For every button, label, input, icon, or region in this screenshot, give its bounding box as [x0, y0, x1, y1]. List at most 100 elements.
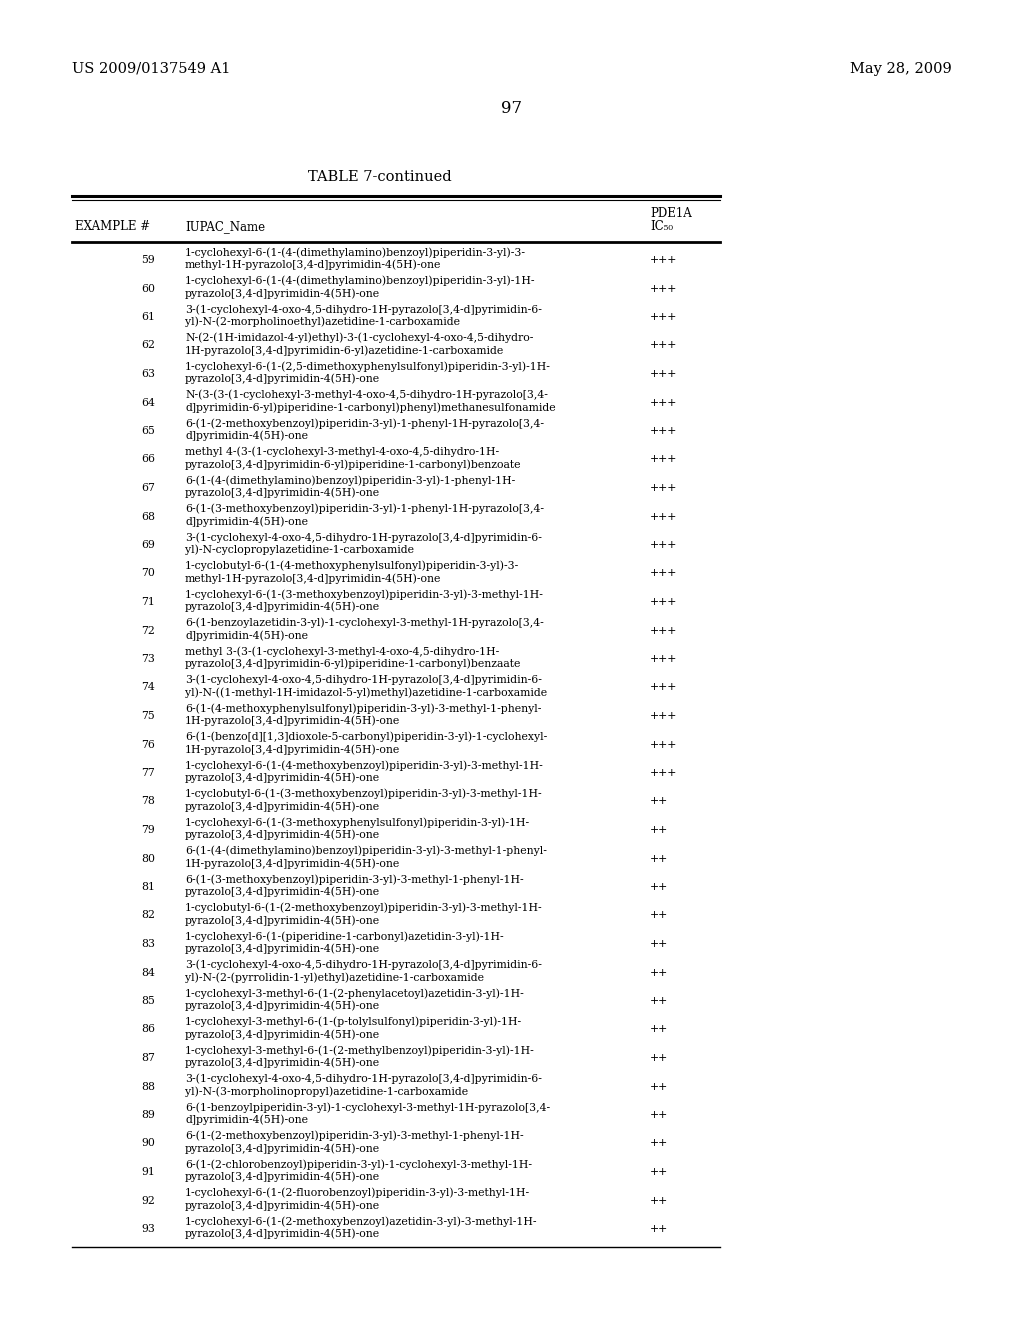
- Text: 6-(1-(2-methoxybenzoyl)piperidin-3-yl)-1-phenyl-1H-pyrazolo[3,4-: 6-(1-(2-methoxybenzoyl)piperidin-3-yl)-1…: [185, 418, 544, 429]
- Text: pyrazolo[3,4-d]pyrimidin-4(5H)-one: pyrazolo[3,4-d]pyrimidin-4(5H)-one: [185, 829, 380, 840]
- Text: N-(3-(3-(1-cyclohexyl-3-methyl-4-oxo-4,5-dihydro-1H-pyrazolo[3,4-: N-(3-(3-(1-cyclohexyl-3-methyl-4-oxo-4,5…: [185, 389, 548, 400]
- Text: US 2009/0137549 A1: US 2009/0137549 A1: [72, 62, 230, 77]
- Text: 3-(1-cyclohexyl-4-oxo-4,5-dihydro-1H-pyrazolo[3,4-d]pyrimidin-6-: 3-(1-cyclohexyl-4-oxo-4,5-dihydro-1H-pyr…: [185, 960, 542, 970]
- Text: 6-(1-benzoylpiperidin-3-yl)-1-cyclohexyl-3-methyl-1H-pyrazolo[3,4-: 6-(1-benzoylpiperidin-3-yl)-1-cyclohexyl…: [185, 1102, 550, 1113]
- Text: 1-cyclobutyl-6-(1-(2-methoxybenzoyl)piperidin-3-yl)-3-methyl-1H-: 1-cyclobutyl-6-(1-(2-methoxybenzoyl)pipe…: [185, 903, 543, 913]
- Text: d]pyrimidin-6-yl)piperidine-1-carbonyl)phenyl)methanesulfonamide: d]pyrimidin-6-yl)piperidine-1-carbonyl)p…: [185, 403, 556, 413]
- Text: 1H-pyrazolo[3,4-d]pyrimidin-6-yl)azetidine-1-carboxamide: 1H-pyrazolo[3,4-d]pyrimidin-6-yl)azetidi…: [185, 345, 504, 355]
- Text: TABLE 7-continued: TABLE 7-continued: [308, 170, 452, 183]
- Text: PDE1A: PDE1A: [650, 207, 692, 220]
- Text: ++: ++: [650, 1167, 669, 1177]
- Text: 1-cyclohexyl-6-(1-(piperidine-1-carbonyl)azetidin-3-yl)-1H-: 1-cyclohexyl-6-(1-(piperidine-1-carbonyl…: [185, 931, 505, 941]
- Text: +++: +++: [650, 483, 677, 492]
- Text: pyrazolo[3,4-d]pyrimidin-4(5H)-one: pyrazolo[3,4-d]pyrimidin-4(5H)-one: [185, 801, 380, 812]
- Text: 68: 68: [141, 511, 155, 521]
- Text: IUPAC_Name: IUPAC_Name: [185, 220, 265, 234]
- Text: N-(2-(1H-imidazol-4-yl)ethyl)-3-(1-cyclohexyl-4-oxo-4,5-dihydro-: N-(2-(1H-imidazol-4-yl)ethyl)-3-(1-cyclo…: [185, 333, 534, 343]
- Text: methyl-1H-pyrazolo[3,4-d]pyrimidin-4(5H)-one: methyl-1H-pyrazolo[3,4-d]pyrimidin-4(5H)…: [185, 260, 441, 271]
- Text: +++: +++: [650, 454, 677, 465]
- Text: 6-(1-(4-(dimethylamino)benzoyl)piperidin-3-yl)-3-methyl-1-phenyl-: 6-(1-(4-(dimethylamino)benzoyl)piperidin…: [185, 846, 547, 857]
- Text: EXAMPLE #: EXAMPLE #: [75, 220, 151, 234]
- Text: 6-(1-(4-methoxyphenylsulfonyl)piperidin-3-yl)-3-methyl-1-phenyl-: 6-(1-(4-methoxyphenylsulfonyl)piperidin-…: [185, 704, 542, 714]
- Text: 3-(1-cyclohexyl-4-oxo-4,5-dihydro-1H-pyrazolo[3,4-d]pyrimidin-6-: 3-(1-cyclohexyl-4-oxo-4,5-dihydro-1H-pyr…: [185, 304, 542, 314]
- Text: yl)-N-((1-methyl-1H-imidazol-5-yl)methyl)azetidine-1-carboxamide: yl)-N-((1-methyl-1H-imidazol-5-yl)methyl…: [185, 686, 547, 697]
- Text: ++: ++: [650, 796, 669, 807]
- Text: yl)-N-(2-morpholinoethyl)azetidine-1-carboxamide: yl)-N-(2-morpholinoethyl)azetidine-1-car…: [185, 317, 460, 327]
- Text: +++: +++: [650, 397, 677, 408]
- Text: 3-(1-cyclohexyl-4-oxo-4,5-dihydro-1H-pyrazolo[3,4-d]pyrimidin-6-: 3-(1-cyclohexyl-4-oxo-4,5-dihydro-1H-pyr…: [185, 675, 542, 685]
- Text: methyl-1H-pyrazolo[3,4-d]pyrimidin-4(5H)-one: methyl-1H-pyrazolo[3,4-d]pyrimidin-4(5H)…: [185, 573, 441, 583]
- Text: 77: 77: [141, 768, 155, 777]
- Text: ++: ++: [650, 1024, 669, 1035]
- Text: 63: 63: [141, 370, 155, 379]
- Text: 64: 64: [141, 397, 155, 408]
- Text: ++: ++: [650, 1224, 669, 1234]
- Text: +++: +++: [650, 597, 677, 607]
- Text: 6-(1-(4-(dimethylamino)benzoyl)piperidin-3-yl)-1-phenyl-1H-: 6-(1-(4-(dimethylamino)benzoyl)piperidin…: [185, 475, 515, 486]
- Text: 1-cyclobutyl-6-(1-(3-methoxybenzoyl)piperidin-3-yl)-3-methyl-1H-: 1-cyclobutyl-6-(1-(3-methoxybenzoyl)pipe…: [185, 788, 543, 799]
- Text: 71: 71: [141, 597, 155, 607]
- Text: 60: 60: [141, 284, 155, 293]
- Text: 65: 65: [141, 426, 155, 436]
- Text: 1-cyclohexyl-6-(1-(2,5-dimethoxyphenylsulfonyl)piperidin-3-yl)-1H-: 1-cyclohexyl-6-(1-(2,5-dimethoxyphenylsu…: [185, 360, 551, 371]
- Text: 91: 91: [141, 1167, 155, 1177]
- Text: yl)-N-(2-(pyrrolidin-1-yl)ethyl)azetidine-1-carboxamide: yl)-N-(2-(pyrrolidin-1-yl)ethyl)azetidin…: [185, 972, 484, 982]
- Text: 1-cyclohexyl-6-(1-(3-methoxybenzoyl)piperidin-3-yl)-3-methyl-1H-: 1-cyclohexyl-6-(1-(3-methoxybenzoyl)pipe…: [185, 589, 544, 599]
- Text: pyrazolo[3,4-d]pyrimidin-4(5H)-one: pyrazolo[3,4-d]pyrimidin-4(5H)-one: [185, 944, 380, 954]
- Text: +++: +++: [650, 626, 677, 635]
- Text: +++: +++: [650, 511, 677, 521]
- Text: +++: +++: [650, 426, 677, 436]
- Text: pyrazolo[3,4-d]pyrimidin-4(5H)-one: pyrazolo[3,4-d]pyrimidin-4(5H)-one: [185, 887, 380, 898]
- Text: +++: +++: [650, 682, 677, 693]
- Text: 92: 92: [141, 1196, 155, 1205]
- Text: ++: ++: [650, 1053, 669, 1063]
- Text: IC₅₀: IC₅₀: [650, 220, 673, 234]
- Text: pyrazolo[3,4-d]pyrimidin-6-yl)piperidine-1-carbonyl)benzaate: pyrazolo[3,4-d]pyrimidin-6-yl)piperidine…: [185, 659, 521, 669]
- Text: 6-(1-(3-methoxybenzoyl)piperidin-3-yl)-1-phenyl-1H-pyrazolo[3,4-: 6-(1-(3-methoxybenzoyl)piperidin-3-yl)-1…: [185, 503, 544, 513]
- Text: pyrazolo[3,4-d]pyrimidin-4(5H)-one: pyrazolo[3,4-d]pyrimidin-4(5H)-one: [185, 915, 380, 925]
- Text: ++: ++: [650, 911, 669, 920]
- Text: 90: 90: [141, 1138, 155, 1148]
- Text: pyrazolo[3,4-d]pyrimidin-4(5H)-one: pyrazolo[3,4-d]pyrimidin-4(5H)-one: [185, 1030, 380, 1040]
- Text: pyrazolo[3,4-d]pyrimidin-4(5H)-one: pyrazolo[3,4-d]pyrimidin-4(5H)-one: [185, 602, 380, 612]
- Text: 1-cyclohexyl-6-(1-(4-(dimethylamino)benzoyl)piperidin-3-yl)-3-: 1-cyclohexyl-6-(1-(4-(dimethylamino)benz…: [185, 247, 526, 257]
- Text: 70: 70: [141, 569, 155, 578]
- Text: 1-cyclohexyl-3-methyl-6-(1-(2-phenylacetoyl)azetidin-3-yl)-1H-: 1-cyclohexyl-3-methyl-6-(1-(2-phenylacet…: [185, 987, 524, 998]
- Text: 83: 83: [141, 939, 155, 949]
- Text: +++: +++: [650, 768, 677, 777]
- Text: 87: 87: [141, 1053, 155, 1063]
- Text: 1-cyclohexyl-6-(1-(4-(dimethylamino)benzoyl)piperidin-3-yl)-1H-: 1-cyclohexyl-6-(1-(4-(dimethylamino)benz…: [185, 276, 536, 286]
- Text: ++: ++: [650, 882, 669, 892]
- Text: ++: ++: [650, 854, 669, 863]
- Text: 86: 86: [141, 1024, 155, 1035]
- Text: yl)-N-cyclopropylazetidine-1-carboxamide: yl)-N-cyclopropylazetidine-1-carboxamide: [185, 544, 414, 556]
- Text: 76: 76: [141, 739, 155, 750]
- Text: ++: ++: [650, 1081, 669, 1092]
- Text: 93: 93: [141, 1224, 155, 1234]
- Text: 85: 85: [141, 997, 155, 1006]
- Text: +++: +++: [650, 569, 677, 578]
- Text: pyrazolo[3,4-d]pyrimidin-4(5H)-one: pyrazolo[3,4-d]pyrimidin-4(5H)-one: [185, 1057, 380, 1068]
- Text: 89: 89: [141, 1110, 155, 1119]
- Text: ++: ++: [650, 1196, 669, 1205]
- Text: 1H-pyrazolo[3,4-d]pyrimidin-4(5H)-one: 1H-pyrazolo[3,4-d]pyrimidin-4(5H)-one: [185, 744, 400, 755]
- Text: 1-cyclohexyl-3-methyl-6-(1-(p-tolylsulfonyl)piperidin-3-yl)-1H-: 1-cyclohexyl-3-methyl-6-(1-(p-tolylsulfo…: [185, 1016, 522, 1027]
- Text: 6-(1-benzoylazetidin-3-yl)-1-cyclohexyl-3-methyl-1H-pyrazolo[3,4-: 6-(1-benzoylazetidin-3-yl)-1-cyclohexyl-…: [185, 618, 544, 628]
- Text: methyl 4-(3-(1-cyclohexyl-3-methyl-4-oxo-4,5-dihydro-1H-: methyl 4-(3-(1-cyclohexyl-3-methyl-4-oxo…: [185, 446, 499, 457]
- Text: 6-(1-(benzo[d][1,3]dioxole-5-carbonyl)piperidin-3-yl)-1-cyclohexyl-: 6-(1-(benzo[d][1,3]dioxole-5-carbonyl)pi…: [185, 731, 547, 742]
- Text: 81: 81: [141, 882, 155, 892]
- Text: ++: ++: [650, 825, 669, 836]
- Text: ++: ++: [650, 1138, 669, 1148]
- Text: 1-cyclohexyl-6-(1-(2-methoxybenzoyl)azetidin-3-yl)-3-methyl-1H-: 1-cyclohexyl-6-(1-(2-methoxybenzoyl)azet…: [185, 1216, 538, 1226]
- Text: 1-cyclohexyl-6-(1-(4-methoxybenzoyl)piperidin-3-yl)-3-methyl-1H-: 1-cyclohexyl-6-(1-(4-methoxybenzoyl)pipe…: [185, 760, 544, 771]
- Text: 1-cyclohexyl-6-(1-(2-fluorobenzoyl)piperidin-3-yl)-3-methyl-1H-: 1-cyclohexyl-6-(1-(2-fluorobenzoyl)piper…: [185, 1188, 530, 1199]
- Text: pyrazolo[3,4-d]pyrimidin-6-yl)piperidine-1-carbonyl)benzoate: pyrazolo[3,4-d]pyrimidin-6-yl)piperidine…: [185, 459, 521, 470]
- Text: 73: 73: [141, 653, 155, 664]
- Text: +++: +++: [650, 255, 677, 265]
- Text: pyrazolo[3,4-d]pyrimidin-4(5H)-one: pyrazolo[3,4-d]pyrimidin-4(5H)-one: [185, 1001, 380, 1011]
- Text: ++: ++: [650, 939, 669, 949]
- Text: ++: ++: [650, 1110, 669, 1119]
- Text: 66: 66: [141, 454, 155, 465]
- Text: pyrazolo[3,4-d]pyrimidin-4(5H)-one: pyrazolo[3,4-d]pyrimidin-4(5H)-one: [185, 288, 380, 298]
- Text: ++: ++: [650, 968, 669, 978]
